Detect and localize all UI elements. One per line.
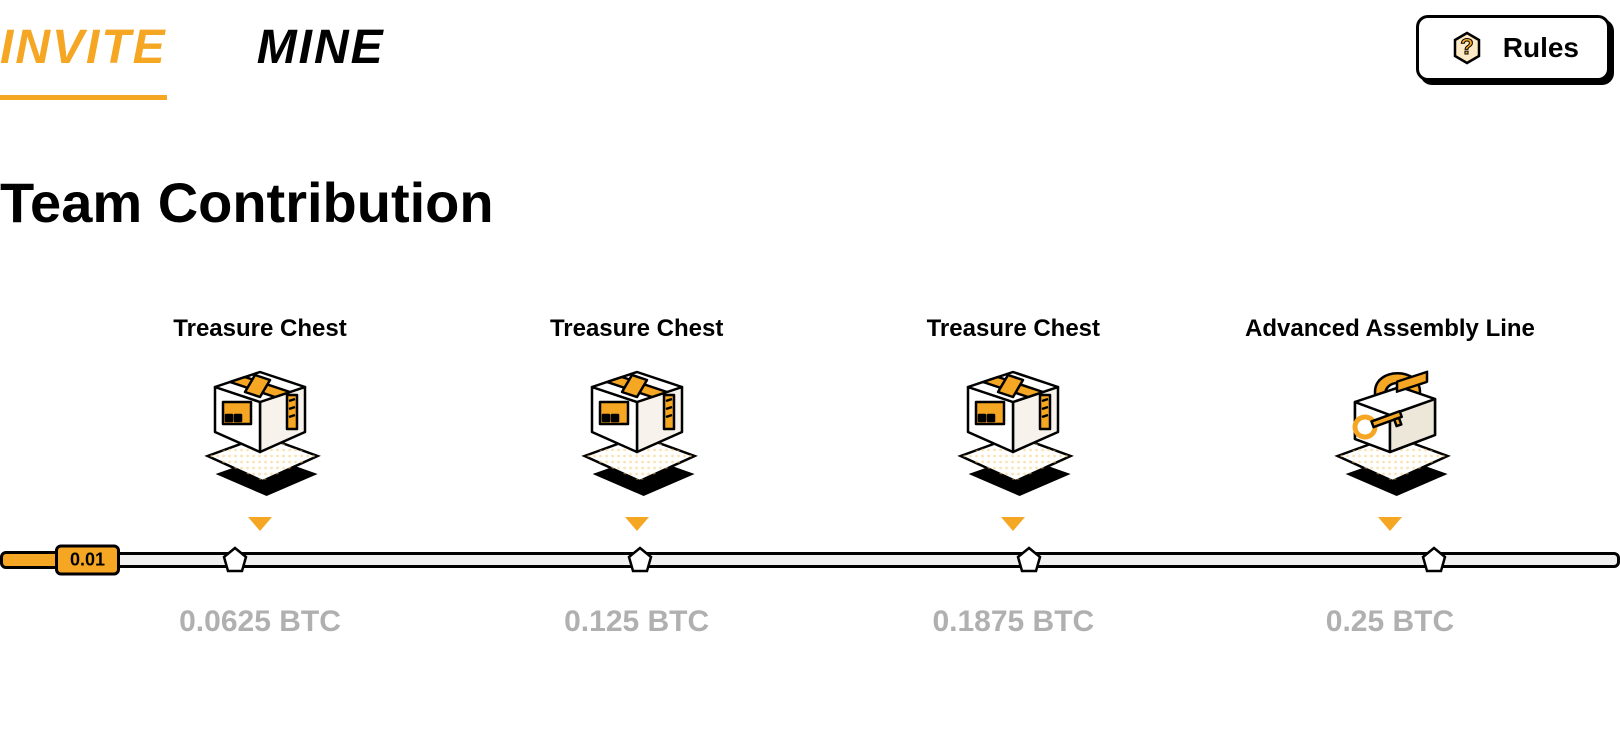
milestone-node (626, 546, 654, 574)
milestone-label: Treasure Chest (550, 315, 723, 343)
pointer-down-icon (1378, 517, 1402, 531)
pointer-down-icon (625, 517, 649, 531)
milestone-threshold: 0.125 BTC (487, 605, 787, 639)
rules-button[interactable]: ? Rules (1416, 15, 1610, 81)
milestone-threshold: 0.0625 BTC (110, 605, 410, 639)
milestone[interactable]: Treasure Chest (487, 315, 787, 531)
milestone-label: Advanced Assembly Line (1245, 315, 1535, 343)
milestone-node (221, 546, 249, 574)
milestone-threshold: 0.25 BTC (1240, 605, 1540, 639)
milestone-node (1015, 546, 1043, 574)
header: INVITE MINE ? Rules (0, 0, 1620, 100)
milestone-label: Treasure Chest (173, 315, 346, 343)
contribution-track: Treasure Chest (0, 315, 1620, 639)
chest-icon (180, 357, 340, 487)
milestone[interactable]: Advanced Assembly Line (1240, 315, 1540, 531)
pointer-down-icon (248, 517, 272, 531)
chest-icon (933, 357, 1093, 487)
tab-invite[interactable]: INVITE (0, 20, 167, 100)
section-title: Team Contribution (0, 170, 1620, 235)
tab-mine[interactable]: MINE (257, 20, 385, 100)
progress-marker: 0.01 (55, 545, 120, 576)
milestone[interactable]: Treasure Chest (863, 315, 1163, 531)
milestone-threshold: 0.1875 BTC (863, 605, 1163, 639)
question-icon: ? (1447, 26, 1487, 70)
rules-label: Rules (1503, 32, 1579, 64)
chest-icon (557, 357, 717, 487)
tabs: INVITE MINE (0, 20, 385, 100)
milestone[interactable]: Treasure Chest (110, 315, 410, 531)
pointer-down-icon (1001, 517, 1025, 531)
milestone-label: Treasure Chest (927, 315, 1100, 343)
milestone-node (1420, 546, 1448, 574)
lock-icon (1310, 357, 1470, 487)
progress-track: 0.01 (0, 545, 1620, 575)
svg-text:?: ? (1460, 34, 1473, 59)
